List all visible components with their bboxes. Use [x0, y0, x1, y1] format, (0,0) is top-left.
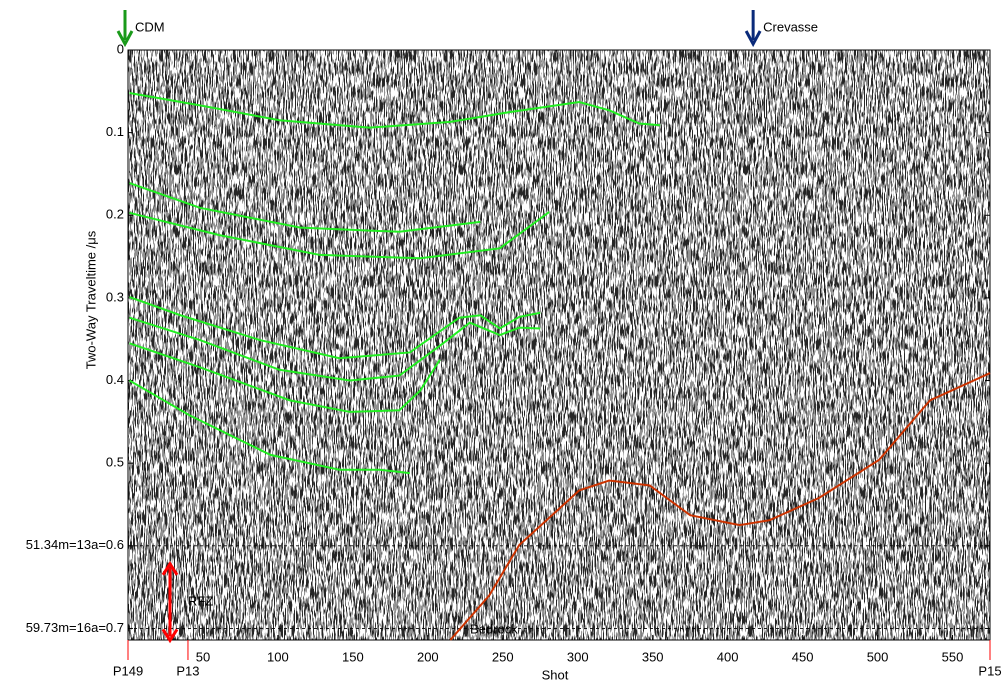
- y-tick-label: 0.3: [106, 289, 124, 304]
- arrow-head: [116, 30, 134, 48]
- horizon-line: [129, 296, 541, 360]
- annotation: RFZ: [188, 594, 213, 609]
- annotation: Crevasse: [763, 19, 818, 34]
- horizon-line: [129, 182, 481, 233]
- profile-marker-label: P13: [176, 663, 199, 678]
- y-tick-label: 0.1: [106, 124, 124, 139]
- x-tick-label: 300: [567, 649, 589, 664]
- x-tick-label: 350: [642, 649, 664, 664]
- plot-frame: [127, 49, 991, 641]
- annotation: Bedrock: [470, 621, 518, 636]
- annotation: CDM: [135, 19, 165, 34]
- y-axis-label: Two-Way Traveltime /μs: [83, 230, 98, 369]
- horizon-line: [129, 211, 550, 260]
- horizon-line: [129, 342, 441, 413]
- x-axis-label: Shot: [542, 667, 569, 682]
- x-tick-label: 450: [792, 649, 814, 664]
- y-tick-label: 0.2: [106, 207, 124, 222]
- x-tick-label: 200: [417, 649, 439, 664]
- horizon-line: [128, 379, 410, 475]
- x-tick-label: 400: [717, 649, 739, 664]
- profile-marker-label: P149: [113, 663, 143, 678]
- x-tick-label: 100: [267, 649, 289, 664]
- arrow-head: [161, 628, 179, 644]
- x-tick-label: 550: [942, 649, 964, 664]
- x-tick-label: 500: [867, 649, 889, 664]
- profile-marker-label: P15: [978, 663, 1001, 678]
- arrow-head: [744, 30, 762, 48]
- horizon-line: [129, 316, 541, 382]
- y-tick-label: 0.4: [106, 372, 124, 387]
- horizon-line: [449, 372, 991, 641]
- x-tick-label: 150: [342, 649, 364, 664]
- y-tick-label: 51.34m=13a=0.6: [26, 537, 124, 552]
- x-tick-label: 50: [196, 649, 210, 664]
- y-tick-label: 0.5: [106, 455, 124, 470]
- horizon-line: [129, 91, 661, 129]
- arrow-head: [161, 561, 179, 576]
- radargram-texture: [128, 50, 990, 640]
- y-tick-label: 59.73m=16a=0.7: [26, 620, 124, 635]
- y-tick-label: 0: [117, 41, 124, 56]
- x-tick-label: 250: [492, 649, 514, 664]
